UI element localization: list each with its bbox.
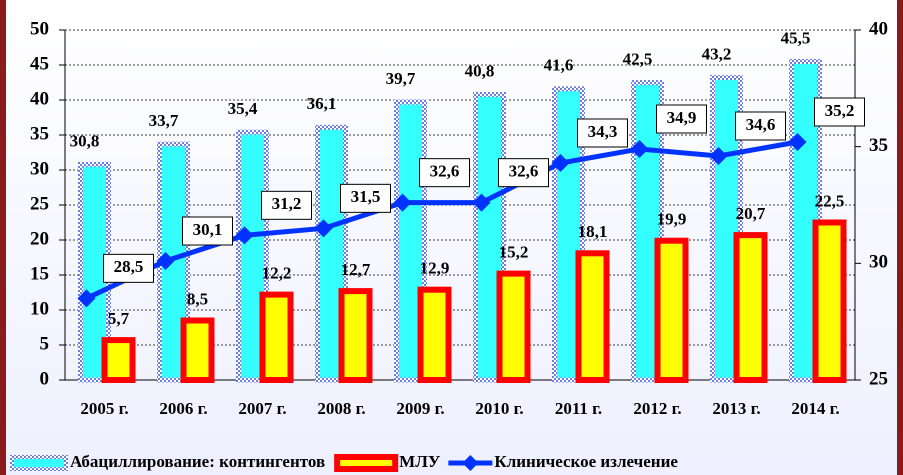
data-label: 34,9	[667, 108, 697, 127]
y2-tick-label: 35	[869, 135, 888, 156]
y-tick-label: 5	[40, 333, 50, 354]
data-label: 31,5	[351, 187, 381, 206]
x-tick-label: 2007 г.	[238, 399, 286, 418]
x-tick-label: 2010 г.	[475, 399, 523, 418]
y-tick-label: 50	[30, 18, 49, 39]
bar	[180, 317, 215, 383]
line-marker	[314, 219, 333, 238]
data-label: 41,6	[544, 56, 574, 75]
data-label: 30,8	[70, 131, 100, 150]
y2-tick-label: 40	[869, 18, 888, 39]
data-label: 43,2	[702, 45, 732, 64]
y2-tick-label: 30	[869, 252, 888, 273]
data-label: 36,1	[307, 94, 337, 113]
data-label: 22,5	[815, 191, 845, 210]
frame-right	[897, 0, 903, 475]
data-label-box	[103, 253, 154, 283]
data-label: 33,7	[149, 111, 179, 130]
line-marker	[788, 133, 807, 151]
data-label: 34,3	[588, 122, 618, 141]
x-tick-label: 2013 г.	[712, 399, 760, 418]
data-label: 45,5	[781, 28, 811, 47]
data-label-box	[498, 158, 549, 188]
x-tick-label: 2014 г.	[791, 399, 839, 418]
y-tick-label: 0	[40, 368, 50, 389]
x-tick-label: 2009 г.	[396, 399, 444, 418]
y-tick-label: 45	[30, 53, 49, 74]
legend-swatch	[334, 454, 399, 472]
line-marker	[393, 193, 412, 212]
data-label: 8,5	[187, 289, 208, 308]
legend-label: МЛУ	[399, 452, 441, 471]
data-label: 32,6	[509, 162, 539, 181]
y-tick-label: 10	[30, 298, 49, 319]
data-label-box	[735, 111, 786, 141]
x-tick-label: 2012 г.	[633, 399, 681, 418]
legend-label: Абациллирование: контингентов	[70, 452, 325, 471]
data-label: 34,6	[746, 115, 776, 134]
line-marker	[551, 154, 570, 172]
bar	[259, 291, 294, 384]
data-label: 35,4	[228, 99, 258, 118]
bar	[812, 219, 847, 383]
line-marker	[472, 193, 491, 212]
frame-left	[0, 0, 6, 475]
bar	[101, 337, 136, 384]
data-label: 19,9	[657, 210, 687, 229]
line-marker	[77, 289, 96, 308]
line	[85, 139, 798, 301]
legend-swatch-marker	[462, 455, 479, 471]
data-label: 35,2	[825, 101, 855, 120]
data-label: 12,2	[262, 264, 292, 283]
x-tick-label: 2006 г.	[159, 399, 207, 418]
y2-tick-label: 25	[869, 368, 888, 389]
bar	[654, 237, 689, 383]
bar	[496, 270, 531, 384]
y-tick-label: 25	[30, 193, 49, 214]
x-tick-label: 2011 г.	[555, 399, 602, 418]
data-label-box	[656, 104, 707, 134]
data-label-box	[182, 216, 233, 246]
data-label: 5,7	[108, 309, 130, 328]
line-marker	[630, 140, 649, 158]
line-marker	[709, 147, 728, 165]
data-label: 15,2	[499, 243, 529, 262]
legend: Абациллирование: контингентов МЛУ Клиничес…	[10, 452, 678, 472]
legend-swatch	[10, 455, 68, 471]
bar	[338, 288, 373, 384]
y-tick-label: 35	[30, 123, 49, 144]
y-tick-label: 15	[30, 263, 49, 284]
data-label: 31,2	[272, 194, 302, 213]
data-label: 20,7	[736, 204, 766, 223]
data-label-box	[814, 97, 865, 127]
line-marker	[156, 252, 175, 270]
data-label: 30,1	[193, 220, 223, 239]
legend-label: Клиническое излечение	[494, 452, 678, 471]
data-label: 12,9	[420, 259, 450, 278]
data-label-box	[340, 183, 391, 213]
data-label: 18,1	[578, 222, 608, 241]
data-label: 32,6	[430, 162, 460, 181]
bar	[417, 286, 452, 384]
bar	[733, 232, 768, 383]
y-tick-label: 20	[30, 228, 49, 249]
x-tick-label: 2008 г.	[317, 399, 365, 418]
data-label: 40,8	[465, 61, 495, 80]
y-tick-label: 40	[30, 88, 49, 109]
data-label: 12,7	[341, 260, 371, 279]
bar	[473, 91, 506, 383]
line-marker	[235, 226, 254, 245]
data-label: 42,5	[623, 49, 653, 68]
data-label: 39,7	[386, 69, 416, 88]
y-tick-label: 30	[30, 158, 49, 179]
x-tick-label: 2005 г.	[80, 399, 128, 418]
data-label: 28,5	[114, 257, 144, 276]
data-label-box	[261, 190, 312, 220]
bar	[575, 250, 610, 383]
data-label-box	[577, 118, 628, 148]
data-label-box	[419, 158, 470, 188]
